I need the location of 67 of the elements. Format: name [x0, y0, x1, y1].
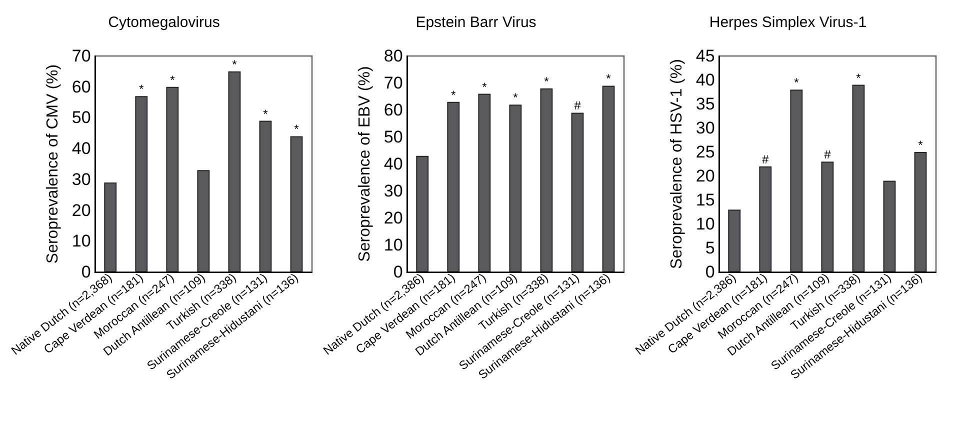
- y-tick-label: 80: [384, 46, 403, 66]
- y-tick-label: 20: [696, 166, 715, 186]
- y-tick-label: 5: [705, 238, 715, 258]
- bar: [135, 96, 148, 272]
- y-tick-label: 45: [696, 46, 715, 66]
- chart-title: Cytomegalovirus: [108, 14, 220, 31]
- bar: [104, 182, 117, 272]
- y-tick-label: 60: [72, 77, 91, 96]
- annotation: *: [139, 82, 144, 96]
- y-tick-label: 10: [384, 236, 403, 254]
- bar: [416, 156, 429, 272]
- y-tick-label: 30: [696, 118, 715, 138]
- bar: [166, 86, 179, 272]
- y-tick-label: 10: [72, 232, 91, 251]
- y-axis-title: Seroprevalence of CMV (%): [44, 64, 62, 264]
- y-tick-label: 30: [72, 170, 91, 189]
- annotation: #: [824, 148, 832, 162]
- annotation: *: [482, 80, 488, 94]
- annotation: *: [794, 76, 800, 90]
- annotation: *: [918, 138, 924, 152]
- bar: [790, 90, 803, 272]
- y-tick-label: 40: [384, 154, 403, 174]
- bar: [728, 210, 741, 272]
- annotation: #: [762, 152, 770, 166]
- y-tick-label: 20: [72, 200, 91, 220]
- annotation: *: [451, 88, 456, 102]
- y-tick-label: 20: [384, 208, 403, 228]
- bar: [540, 88, 553, 272]
- bar: [914, 152, 927, 272]
- annotation: *: [856, 70, 862, 85]
- annotation: *: [544, 74, 550, 88]
- y-tick-label: 60: [384, 100, 403, 120]
- y-tick-label: 70: [72, 46, 91, 66]
- bar: [602, 86, 615, 272]
- chart-title: Epstein Barr Virus: [416, 14, 536, 31]
- annotation: *: [232, 57, 238, 72]
- bar: [852, 84, 865, 272]
- y-tick-label: 50: [72, 108, 91, 128]
- annotation: #: [574, 98, 582, 113]
- bar: [228, 71, 241, 272]
- y-tick-label: 10: [696, 214, 715, 234]
- chart-title: Herpes Simplex Virus-1: [709, 14, 867, 31]
- bar: [759, 166, 772, 272]
- y-tick-label: 50: [384, 128, 403, 146]
- bar: [259, 120, 272, 272]
- y-axis-title: Seroprevalence of EBV (%): [356, 66, 374, 262]
- y-tick-label: 40: [696, 70, 715, 90]
- y-tick-label: 35: [696, 94, 715, 114]
- y-tick-label: 25: [696, 142, 715, 162]
- bar: [509, 104, 522, 272]
- y-tick-label: 30: [384, 182, 403, 200]
- y-tick-label: 40: [72, 139, 91, 158]
- bar: [883, 180, 896, 272]
- bar: [478, 94, 491, 272]
- bar: [571, 112, 584, 272]
- annotation: *: [170, 72, 176, 87]
- annotation: *: [606, 72, 612, 86]
- bar: [197, 170, 210, 272]
- bar: [290, 136, 303, 272]
- bar: [821, 162, 834, 272]
- y-axis-title: Seroprevalence of HSV-1 (%): [668, 59, 686, 269]
- annotation: *: [294, 122, 300, 136]
- y-tick-label: 15: [696, 190, 715, 210]
- annotation: *: [513, 90, 518, 105]
- annotation: *: [263, 106, 268, 121]
- bar: [447, 102, 460, 272]
- y-tick-label: 70: [384, 74, 403, 92]
